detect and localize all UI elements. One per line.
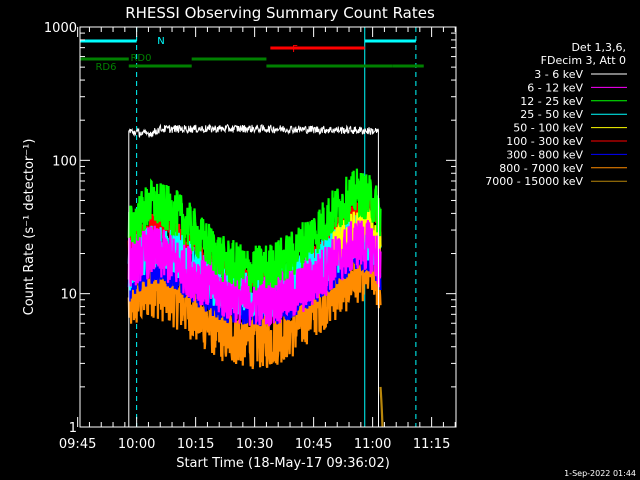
series-lines <box>127 123 384 428</box>
x-axis-label: Start Time (18-May-17 09:36:02) <box>176 456 390 471</box>
chart-title: RHESSI Observing Summary Count Rates <box>125 4 435 22</box>
plot-frame <box>79 26 457 428</box>
legend-label: 25 - 50 keV <box>520 108 583 121</box>
attenuator-label: RD0 <box>130 53 151 64</box>
series-line <box>128 123 379 428</box>
y-axis-label: Count Rate (s⁻¹ detector⁻¹) <box>22 139 37 316</box>
attenuator-label: N <box>157 36 164 47</box>
legend-label: 300 - 800 keV <box>506 148 583 161</box>
date-stamp: 1-Sep-2022 01:44 <box>564 469 636 478</box>
legend-header-2: FDecim 3, Att 0 <box>541 54 626 67</box>
y-axis: 1 10 100 1000 <box>44 21 456 436</box>
legend-label: 800 - 7000 keV <box>499 162 583 175</box>
legend-label: 7000 - 15000 keV <box>485 175 583 188</box>
attenuator-label: RD6 <box>95 62 116 73</box>
y-tick-label: 1 <box>69 421 77 436</box>
y-tick-label: 10 <box>60 288 77 303</box>
x-tick-label: 09:45 <box>59 437 96 452</box>
legend-label: 6 - 12 keV <box>527 81 583 94</box>
x-tick-label: 10:00 <box>118 437 155 452</box>
x-tick-label: 10:45 <box>295 437 332 452</box>
legend-label: 12 - 25 keV <box>520 95 583 108</box>
x-tick-label: 10:30 <box>236 437 273 452</box>
attenuator-label: F <box>292 44 298 55</box>
legend-header-1: Det 1,3,6, <box>571 41 626 54</box>
series-line <box>379 386 384 428</box>
x-tick-label: 10:15 <box>177 437 214 452</box>
series-line <box>127 168 382 293</box>
legend-label: 50 - 100 keV <box>513 122 583 135</box>
legend-label: 3 - 6 keV <box>534 68 583 81</box>
y-tick-label: 100 <box>52 154 77 169</box>
x-tick-label: 11:15 <box>413 437 450 452</box>
y-tick-label: 1000 <box>44 21 77 36</box>
legend-label: 100 - 300 keV <box>506 135 583 148</box>
x-axis: 09:45 10:00 10:15 10:30 10:45 11:00 11:15 <box>59 27 456 452</box>
attenuator-bars: N F RD0 RD6 <box>80 36 424 73</box>
x-tick-label: 11:00 <box>354 437 391 452</box>
